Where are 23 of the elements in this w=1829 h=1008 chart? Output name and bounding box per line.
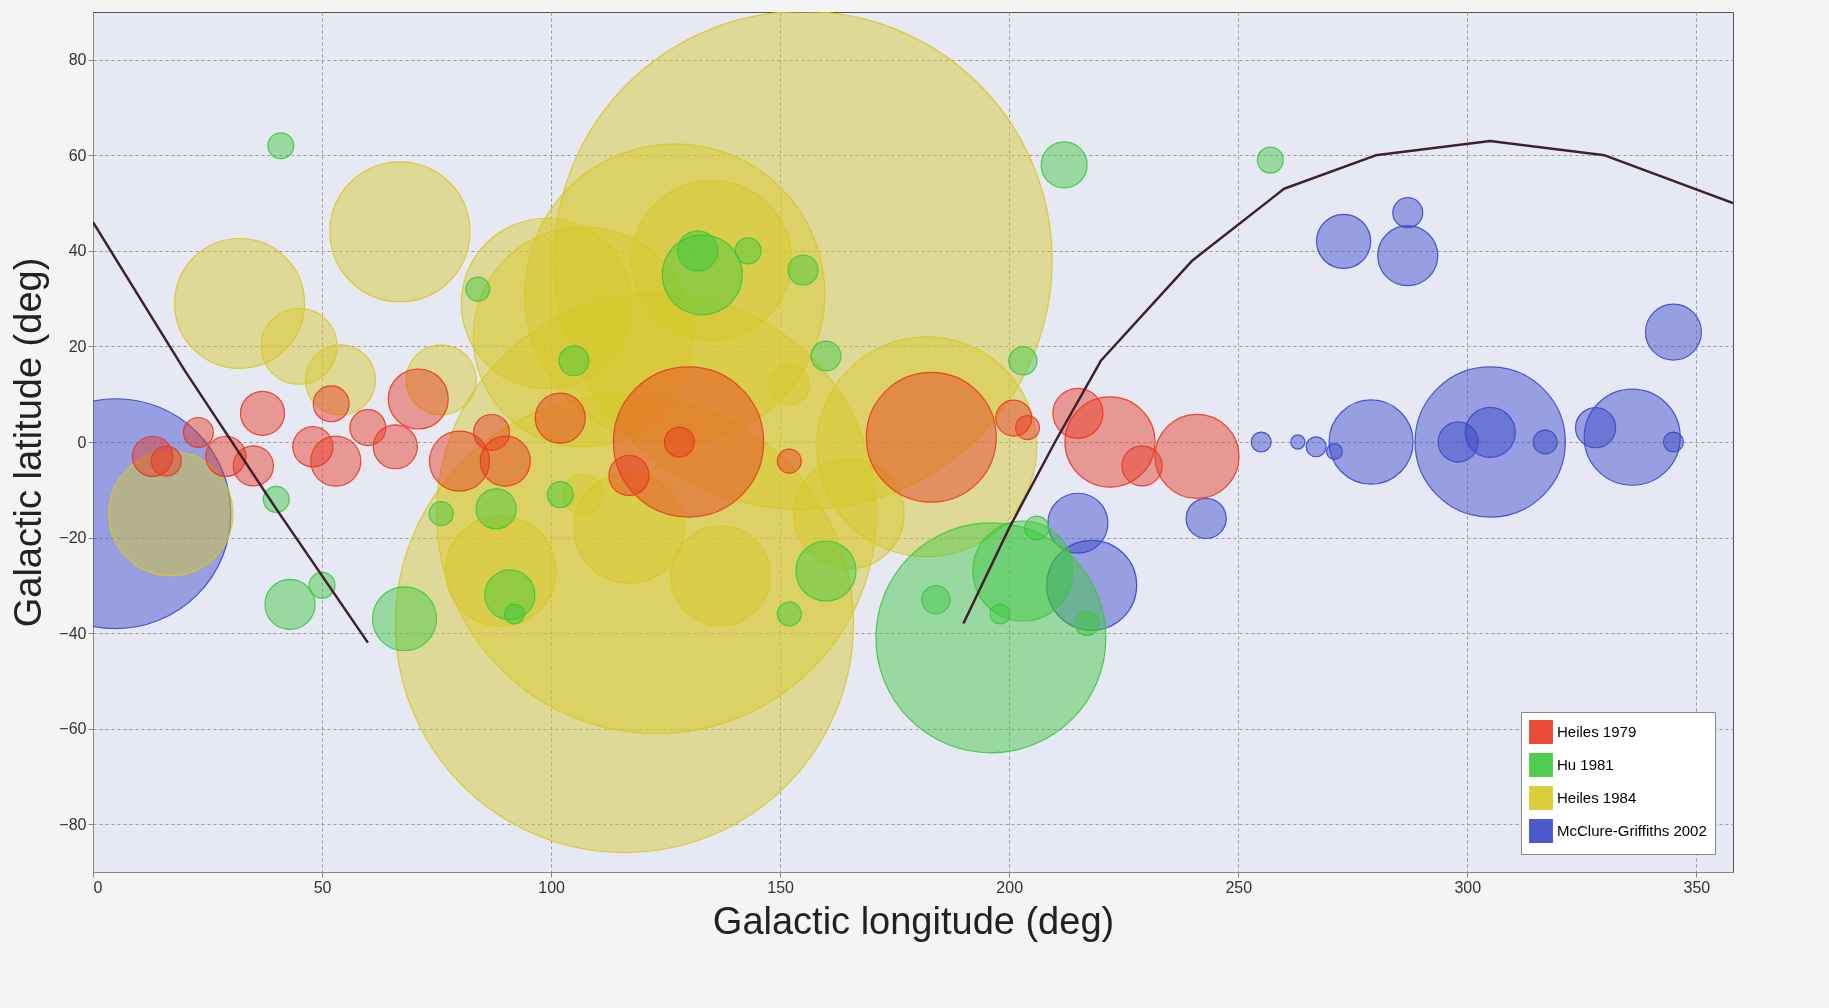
legend-label: Heiles 1984 — [1557, 789, 1637, 806]
y-tick-label: 0 — [77, 433, 87, 451]
x-tick-label: 350 — [1683, 878, 1711, 896]
legend-label: McClure-Griffiths 2002 — [1557, 822, 1707, 839]
x-tick-label: 50 — [313, 878, 332, 896]
x-tick-label: 150 — [767, 878, 795, 896]
x-tick-label: 0 — [93, 878, 103, 896]
x-tick-label: 200 — [996, 878, 1024, 896]
y-tick-label: −40 — [59, 624, 87, 642]
y-tick-label: −60 — [59, 720, 87, 738]
y-tick-label: 20 — [68, 337, 87, 355]
y-tick-label: 80 — [68, 51, 87, 69]
y-axis-title: Galactic latitude (deg) — [7, 257, 50, 628]
y-tick-label: −20 — [59, 529, 87, 547]
legend-label: Heiles 1979 — [1557, 723, 1637, 740]
y-tick-label: 60 — [68, 146, 87, 164]
x-tick-label: 300 — [1454, 878, 1482, 896]
y-tick-label: −80 — [59, 815, 87, 833]
legend-label: Hu 1981 — [1557, 756, 1614, 773]
x-tick-label: 250 — [1225, 878, 1253, 896]
x-tick-label: 100 — [538, 878, 566, 896]
x-axis-title: Galactic longitude (deg) — [712, 899, 1115, 942]
y-tick-label: 40 — [68, 242, 87, 260]
